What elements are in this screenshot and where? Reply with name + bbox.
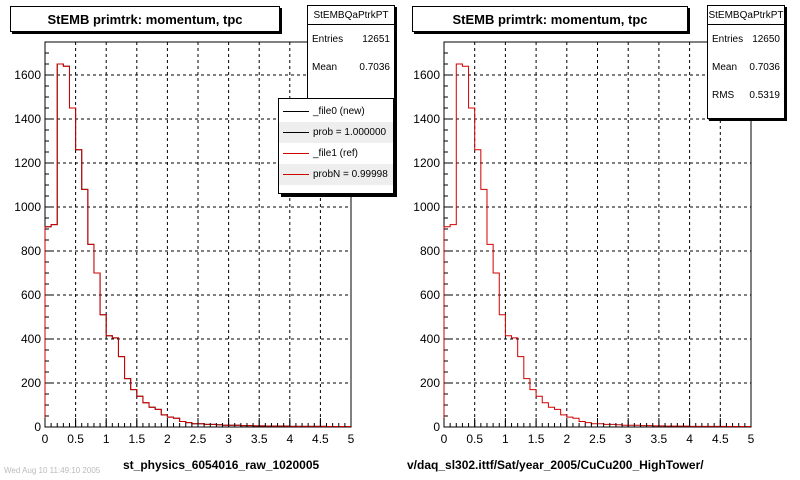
legend-entry-prob: prob = 1.000000 xyxy=(279,122,393,143)
right-x-axis-title: v/daq_sl302.ittf/Sat/year_2005/CuCu200_H… xyxy=(407,458,704,472)
legend-entry-file1: _file1 (ref) xyxy=(279,143,393,164)
right-x-tick-label: 4 xyxy=(686,432,693,446)
right-stats-mean-value: 0.7036 xyxy=(749,61,780,73)
right-x-tick-label: 1 xyxy=(502,432,509,446)
legend-label-file0: _file0 (new) xyxy=(313,106,365,117)
legend-line-black xyxy=(283,111,309,112)
left-y-tick-label: 200 xyxy=(21,376,41,390)
right-stats-mean-label: Mean xyxy=(712,61,738,73)
left-x-tick-label: 1 xyxy=(103,432,110,446)
left-x-tick-label: 0.5 xyxy=(67,432,84,446)
right-x-tick-label: 4.5 xyxy=(712,432,729,446)
right-y-tick-label: 600 xyxy=(420,288,440,302)
left-x-tick-label: 2.5 xyxy=(190,432,207,446)
legend-entry-probn: probN = 0.99998 xyxy=(279,164,393,185)
right-x-tick-label: 3.5 xyxy=(651,432,668,446)
right-y-tick-label: 1400 xyxy=(413,112,440,126)
left-stats-entries-label: Entries xyxy=(312,33,344,45)
left-stats-mean-label: Mean xyxy=(312,61,338,73)
right-x-tick-label: 2.5 xyxy=(589,432,606,446)
left-y-tick-label: 400 xyxy=(21,332,41,346)
left-stats-entries-row: Entries 12651 xyxy=(308,25,394,53)
left-histogram-title: StEMB primtrk: momentum, tpc xyxy=(10,6,280,32)
left-x-tick-label: 2 xyxy=(164,432,171,446)
left-stats-mean-value: 0.7036 xyxy=(359,61,390,73)
right-y-tick-label: 200 xyxy=(420,376,440,390)
right-y-tick-label: 800 xyxy=(420,244,440,258)
right-y-tick-label: 0 xyxy=(433,420,440,434)
left-y-tick-label: 800 xyxy=(21,244,41,258)
legend-label-prob: prob = 1.000000 xyxy=(313,127,387,138)
left-y-tick-label: 1200 xyxy=(14,156,41,170)
left-x-axis-title: st_physics_6054016_raw_1020005 xyxy=(123,458,320,472)
legend-line-black xyxy=(283,132,309,133)
left-x-tick-label: 0 xyxy=(42,432,49,446)
right-x-tick-label: 5 xyxy=(748,432,755,446)
right-y-tick-label: 1600 xyxy=(413,68,440,82)
left-stats-name: StEMBQaPtrkPT xyxy=(308,6,394,25)
left-x-tick-label: 4.5 xyxy=(312,432,329,446)
legend-label-file1: _file1 (ref) xyxy=(313,148,359,159)
legend-line-red xyxy=(283,174,309,175)
right-stats-entries-row: Entries 12650 xyxy=(708,25,784,53)
right-x-tick-label: 1.5 xyxy=(528,432,545,446)
right-stats-entries-label: Entries xyxy=(712,33,744,45)
right-stats-rms-value: 0.5319 xyxy=(749,89,780,101)
right-stats-name: StEMBQaPtrkPT xyxy=(708,6,784,25)
legend-label-probn: probN = 0.99998 xyxy=(313,169,388,180)
right-stats-entries-value: 12650 xyxy=(752,33,780,45)
right-histogram-title: StEMB primtrk: momentum, tpc xyxy=(412,6,688,32)
left-x-tick-label: 3 xyxy=(225,432,232,446)
left-y-tick-label: 1600 xyxy=(14,68,41,82)
right-stats-rms-row: RMS 0.5319 xyxy=(708,81,784,109)
right-stats-box: StEMBQaPtrkPT Entries 12650 Mean 0.7036 … xyxy=(707,5,785,119)
right-y-tick-label: 1000 xyxy=(413,200,440,214)
left-x-tick-label: 1.5 xyxy=(128,432,145,446)
right-y-tick-label: 1200 xyxy=(413,156,440,170)
left-x-tick-label: 5 xyxy=(348,432,355,446)
right-y-tick-label: 400 xyxy=(420,332,440,346)
footer-timestamp: Wed Aug 10 11:49:10 2005 xyxy=(4,466,101,475)
left-x-tick-label: 3.5 xyxy=(251,432,268,446)
legend-line-red xyxy=(283,153,309,154)
left-y-tick-label: 0 xyxy=(34,420,41,434)
right-stats-mean-row: Mean 0.7036 xyxy=(708,53,784,81)
left-x-tick-label: 4 xyxy=(286,432,293,446)
right-x-tick-label: 0.5 xyxy=(466,432,483,446)
right-stats-rms-label: RMS xyxy=(712,89,735,101)
right-x-tick-label: 2 xyxy=(563,432,570,446)
right-x-tick-label: 0 xyxy=(441,432,448,446)
left-y-tick-label: 600 xyxy=(21,288,41,302)
left-stats-mean-row: Mean 0.7036 xyxy=(308,53,394,81)
left-legend: _file0 (new) prob = 1.000000 _file1 (ref… xyxy=(278,98,394,194)
right-x-tick-label: 3 xyxy=(625,432,632,446)
legend-entry-file0: _file0 (new) xyxy=(279,101,393,122)
left-stats-entries-value: 12651 xyxy=(362,33,390,45)
left-y-tick-label: 1000 xyxy=(14,200,41,214)
left-y-tick-label: 1400 xyxy=(14,112,41,126)
